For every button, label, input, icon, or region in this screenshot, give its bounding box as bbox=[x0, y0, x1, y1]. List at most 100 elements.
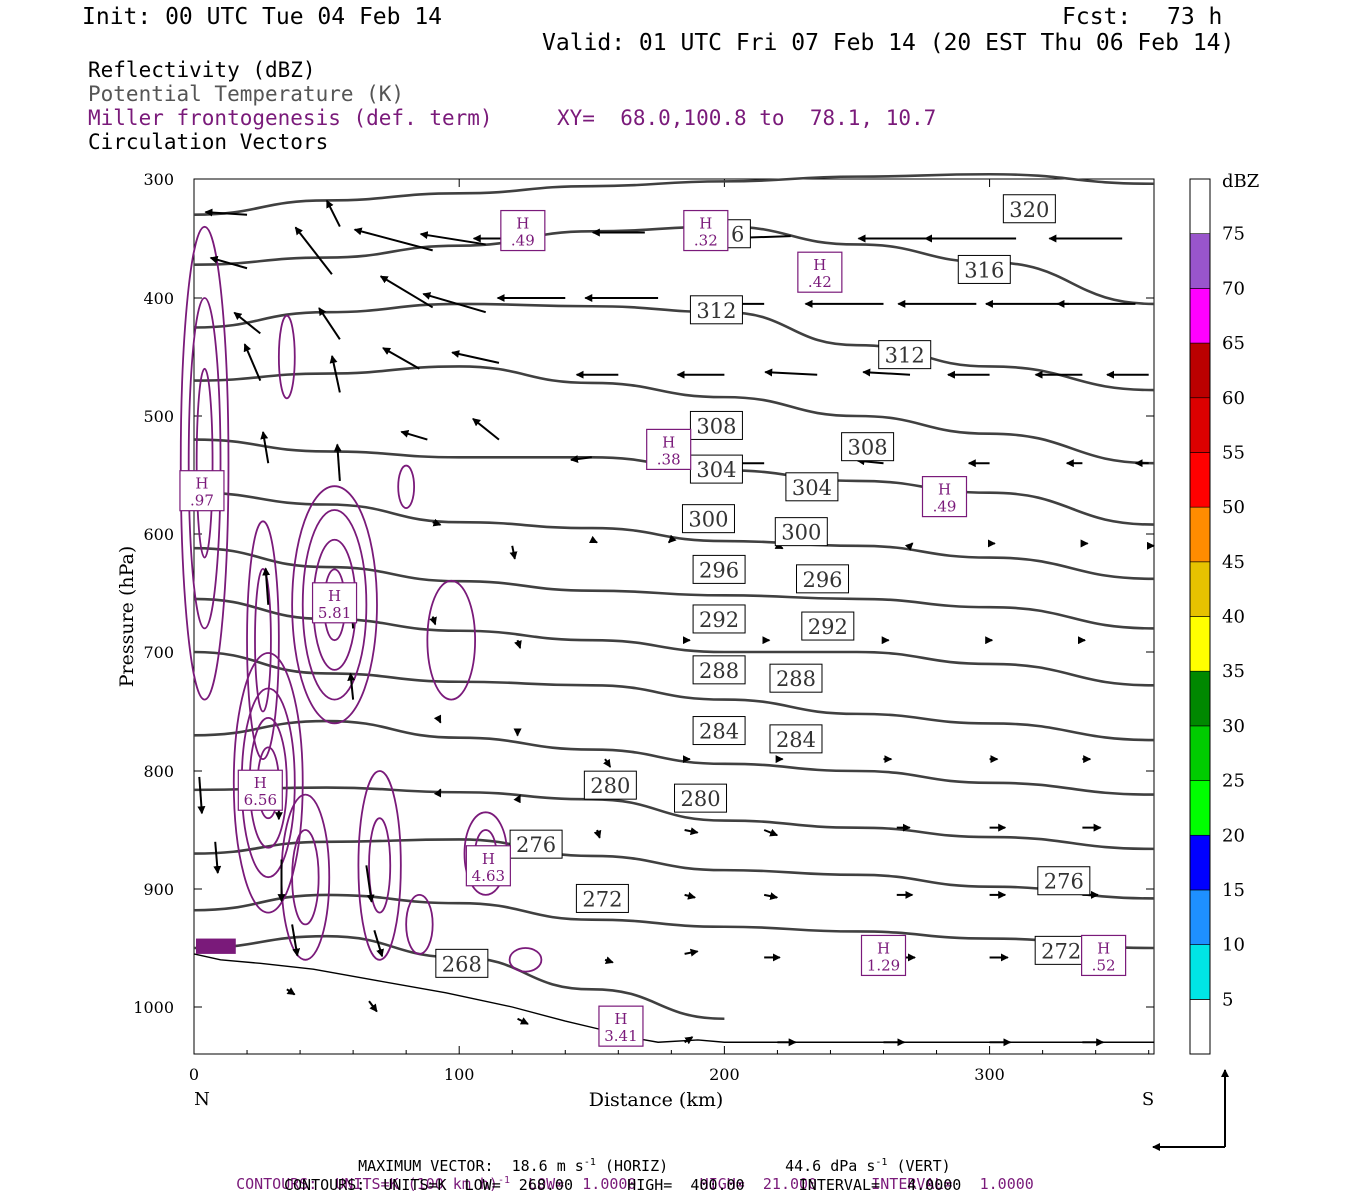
legend-reflectivity: Reflectivity (dBZ) bbox=[88, 58, 316, 82]
isentrope-label-320: 320 bbox=[1002, 194, 1056, 224]
isentrope-label-text: 276 bbox=[1044, 870, 1084, 894]
terrain-line bbox=[193, 953, 1154, 1043]
isentrope-label-text: 316 bbox=[964, 258, 1004, 282]
isentrope-label-280: 280 bbox=[583, 770, 637, 800]
isentrope-label-text: 284 bbox=[776, 728, 816, 752]
y-axis-title: Pressure (hPa) bbox=[116, 546, 138, 688]
isentrope-label-text: 296 bbox=[699, 558, 739, 582]
isentrope-label-304: 304 bbox=[689, 454, 743, 484]
frontogenesis-contour bbox=[187, 297, 222, 630]
circulation-vector bbox=[353, 227, 433, 252]
circulation-vector bbox=[763, 892, 779, 901]
colorbar-label: 65 bbox=[1222, 333, 1245, 354]
legend-circulation-vectors: Circulation Vectors bbox=[88, 130, 329, 154]
isentrope-label-280: 280 bbox=[674, 783, 728, 813]
isentrope-label-300: 300 bbox=[681, 504, 735, 534]
isentrope-label-316: 316 bbox=[957, 254, 1011, 284]
frontogenesis-maximum: H.32 bbox=[683, 209, 729, 252]
frontogenesis-contour-range: LOW= 1.0000 HIGH= 21.000 INTERVAL= 1.000… bbox=[510, 1175, 1034, 1193]
circulation-vector bbox=[684, 827, 699, 836]
isentrope-label-text: 308 bbox=[848, 436, 888, 460]
frontogenesis-contour bbox=[291, 485, 378, 725]
colorbar-label: 50 bbox=[1222, 497, 1245, 518]
y-tick-label: 1000 bbox=[133, 998, 174, 1017]
frontogenesis-contour bbox=[426, 579, 477, 701]
y-tick-label: 800 bbox=[143, 762, 174, 781]
isentrope-label-box bbox=[583, 770, 637, 800]
isentrope-label-box bbox=[769, 663, 823, 693]
isentrope-label-text: 300 bbox=[688, 508, 728, 532]
maximum-value: 6.56 bbox=[244, 791, 277, 809]
maximum-letter: H bbox=[662, 433, 675, 451]
isentrope-label-box bbox=[796, 564, 850, 594]
colorbar-frame bbox=[1189, 178, 1211, 1055]
frontogenesis-maximum: H.49 bbox=[921, 476, 968, 518]
colorbar-label: 25 bbox=[1222, 771, 1245, 792]
circulation-vector bbox=[513, 794, 522, 804]
isentrope-label-276: 276 bbox=[1037, 866, 1091, 896]
isentrope-label-box bbox=[509, 829, 563, 859]
isentrope-label-272: 272 bbox=[575, 883, 629, 913]
frontogenesis-max-patch bbox=[196, 938, 236, 954]
maximum-box bbox=[646, 428, 692, 470]
y-tick-label: 400 bbox=[143, 289, 174, 308]
colorbar-segment bbox=[1189, 233, 1211, 289]
isentrope-label-312: 312 bbox=[689, 295, 743, 325]
circulation-vector bbox=[668, 534, 677, 544]
frontogenesis-contour bbox=[405, 894, 434, 955]
isentrope-label-box bbox=[674, 783, 728, 813]
isentrope-label-box bbox=[435, 948, 489, 978]
isentrope-label-text: 312 bbox=[696, 299, 736, 323]
y-tick-label: 600 bbox=[143, 525, 174, 544]
maximum-box bbox=[237, 769, 283, 811]
isentrope-label-box bbox=[689, 454, 743, 484]
cross-section-endpoints: XY= 68.0,100.8 to 78.1, 10.7 bbox=[557, 106, 937, 130]
frontogenesis-maximum: H.49 bbox=[500, 209, 546, 252]
circulation-vector bbox=[774, 541, 784, 550]
forecast-hour: 73 h bbox=[1167, 4, 1223, 30]
isentrope-280 bbox=[193, 786, 1155, 851]
max-vector-vert-tail: (VERT) bbox=[887, 1157, 951, 1175]
maximum-value: .97 bbox=[190, 492, 214, 510]
isentrope-label-box bbox=[575, 883, 629, 913]
frontogenesis-contour bbox=[508, 947, 543, 973]
frontogenesis-contour bbox=[301, 509, 368, 701]
maximum-box bbox=[311, 582, 358, 624]
frontogenesis-contour bbox=[291, 829, 320, 926]
isentrope-label-304: 304 bbox=[785, 472, 839, 502]
isentrope-label-text: 284 bbox=[699, 720, 739, 744]
colorbar-segment bbox=[1189, 616, 1211, 672]
y-tick-label: 700 bbox=[143, 643, 174, 662]
isentrope-label-text: 268 bbox=[442, 952, 482, 976]
frontogenesis-contour bbox=[246, 520, 280, 760]
circulation-vector bbox=[197, 776, 206, 815]
circulation-vector bbox=[260, 431, 270, 464]
isentrope-label-text: 304 bbox=[792, 476, 832, 500]
isentrope-label-284: 284 bbox=[692, 716, 746, 746]
isentrope-label-text: 320 bbox=[1009, 198, 1049, 222]
circulation-vector bbox=[429, 616, 437, 626]
colorbar-label: 20 bbox=[1222, 825, 1245, 846]
frontogenesis-contour bbox=[232, 652, 304, 914]
frontogenesis-maximum: H.42 bbox=[797, 251, 843, 293]
frontogenesis-contour-units: CONTOURS: UNITS=K (100 km h) bbox=[236, 1175, 498, 1193]
init-time: Init: 00 UTC Tue 04 Feb 14 bbox=[82, 4, 443, 30]
frontogenesis-maximum: H4.63 bbox=[465, 845, 511, 887]
circulation-vector bbox=[233, 311, 261, 335]
maximum-box bbox=[465, 845, 511, 887]
circulation-vector bbox=[514, 639, 522, 649]
maximum-letter: H bbox=[254, 774, 267, 792]
colorbar-label: 5 bbox=[1222, 989, 1233, 1010]
circulation-vector bbox=[603, 758, 612, 768]
maximum-box bbox=[500, 209, 546, 252]
circulation-vector bbox=[333, 443, 342, 481]
circulation-vector bbox=[763, 828, 779, 837]
isentrope-label-text: 288 bbox=[699, 659, 739, 683]
x-tick-label: 200 bbox=[709, 1065, 740, 1084]
maximum-value: .32 bbox=[694, 232, 718, 250]
maximum-value: .49 bbox=[933, 498, 957, 516]
isentrope-label-box bbox=[1002, 194, 1056, 224]
circulation-vector bbox=[243, 343, 262, 381]
colorbar-segment bbox=[1189, 561, 1211, 617]
isentrope-label-296: 296 bbox=[796, 564, 850, 594]
